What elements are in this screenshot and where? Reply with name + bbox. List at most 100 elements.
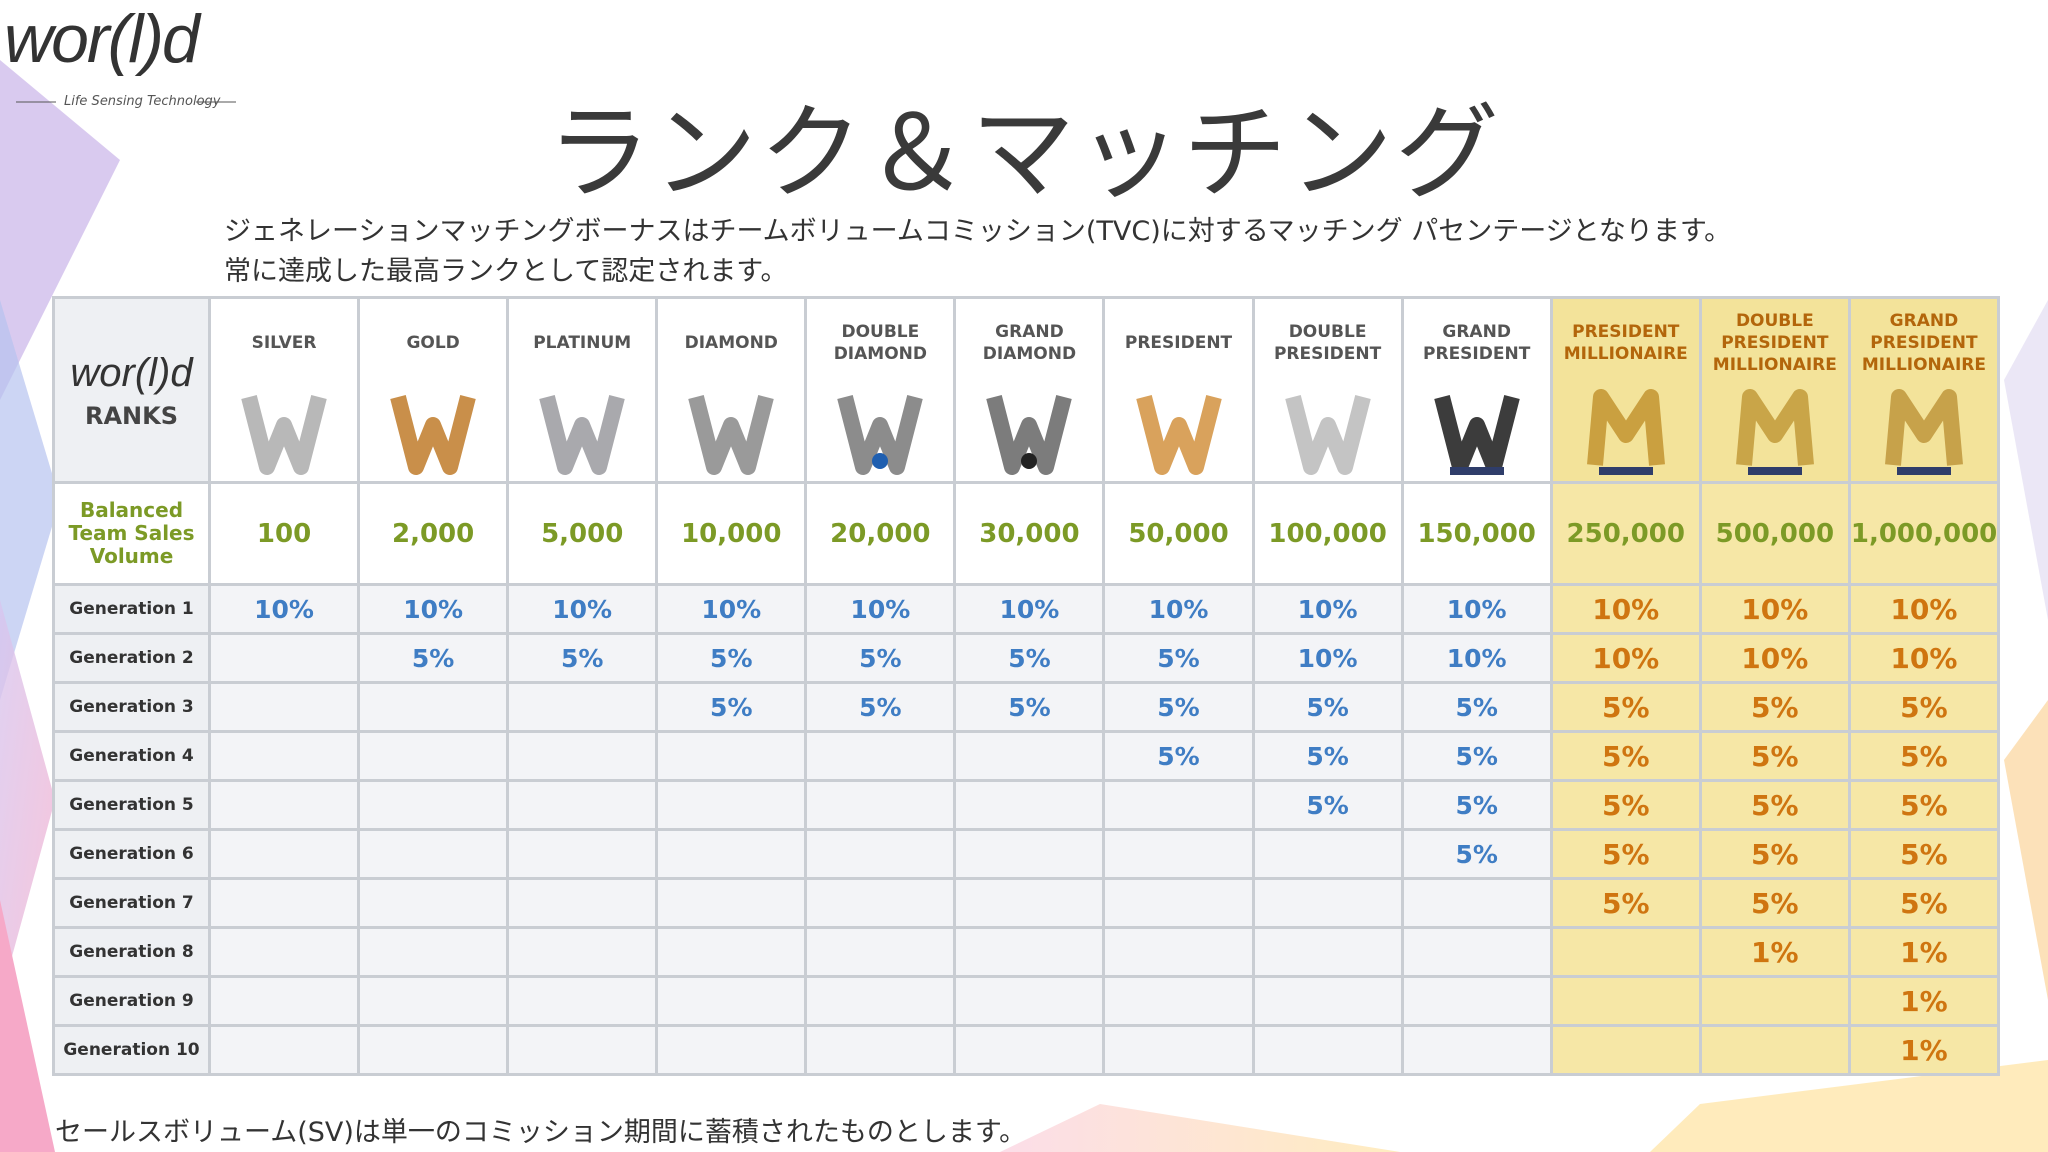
generation-row: Generation 8 1% 1%: [52, 926, 2001, 978]
generation-label: Generation 4: [52, 730, 211, 782]
logo-wordmark: wor(l)d: [4, 1, 200, 77]
empty-cell: [207, 779, 361, 831]
empty-cell: [1251, 975, 1404, 1027]
empty-cell: [357, 926, 510, 978]
generation-row: Generation 4 5% 5% 5% 5% 5% 5%: [52, 730, 2001, 782]
percent-cell: 10%: [1400, 632, 1553, 684]
empty-cell: [655, 779, 808, 831]
percent-cell: 10%: [804, 583, 957, 635]
rank-icon: [986, 395, 1073, 475]
percent-cell: 5%: [1549, 681, 1702, 733]
generation-label: Generation 10: [52, 1024, 211, 1076]
volume-cell: 100: [207, 481, 361, 586]
empty-cell: [804, 926, 957, 978]
percent-cell: 5%: [1549, 828, 1702, 880]
corner-cell: wor(l)d RANKS: [52, 296, 211, 484]
empty-cell: [655, 975, 808, 1027]
generation-row: Generation 2 5% 5% 5% 5% 5% 5% 10% 10% 10% 10% 10%: [52, 632, 2001, 684]
rank-icon: [1586, 389, 1665, 475]
empty-cell: [506, 779, 659, 831]
rank-name: DIAMOND: [684, 333, 778, 353]
empty-cell: [1102, 779, 1255, 831]
percent-cell: 10%: [1251, 632, 1404, 684]
percent-cell: 5%: [1549, 779, 1702, 831]
volume-cell: 1,000,000: [1847, 481, 2001, 586]
percent-cell: 5%: [1847, 681, 2001, 733]
percent-cell: 5%: [1847, 828, 2001, 880]
volume-label: Balanced Team Sales Volume: [52, 481, 211, 586]
empty-cell: [655, 877, 808, 929]
empty-cell: [357, 730, 510, 782]
rank-name: PRESIDENT MILLIONAIRE: [1563, 322, 1688, 364]
footnote: セールスボリューム(SV)は単一のコミッション期間に蓄積されたものとします。: [55, 1117, 1027, 1148]
rank-header: PLATINUM: [506, 296, 659, 484]
percent-cell: 10%: [207, 583, 361, 635]
percent-cell: 5%: [1549, 730, 1702, 782]
rank-icon: [1735, 389, 1814, 475]
empty-cell: [953, 779, 1106, 831]
generation-label: Generation 8: [52, 926, 211, 978]
logo-tagline: Life Sensing Technology: [64, 94, 221, 109]
percent-cell: 10%: [1698, 632, 1851, 684]
percent-cell: 10%: [1549, 632, 1702, 684]
generation-label: Generation 7: [52, 877, 211, 929]
empty-cell: [804, 975, 957, 1027]
rank-icon: [1884, 389, 1963, 475]
percent-cell: 10%: [357, 583, 510, 635]
generation-row: Generation 10 1%: [52, 1024, 2001, 1076]
rank-icon: [1135, 395, 1222, 475]
percent-cell: 5%: [655, 681, 808, 733]
percent-cell: 5%: [1400, 681, 1553, 733]
volume-cell: 20,000: [804, 481, 957, 586]
rank-header: GRAND PRESIDENT MILLIONAIRE: [1847, 296, 2001, 484]
empty-cell: [506, 877, 659, 929]
generation-row: Generation 1 10% 10% 10% 10% 10% 10% 10% 10% 10% 1…: [52, 583, 2001, 635]
percent-cell: 5%: [1102, 632, 1255, 684]
rank-header: DOUBLE DIAMOND: [804, 296, 957, 484]
percent-cell: 5%: [804, 632, 957, 684]
percent-cell: 1%: [1847, 975, 2001, 1027]
percent-cell: 5%: [1698, 730, 1851, 782]
percent-cell: 10%: [1549, 583, 1702, 635]
rank-icon: [1433, 395, 1520, 475]
percent-cell: 10%: [953, 583, 1106, 635]
rank-name: GRAND DIAMOND: [982, 322, 1077, 364]
empty-cell: [506, 828, 659, 880]
empty-cell: [1400, 877, 1553, 929]
empty-cell: [953, 730, 1106, 782]
generation-label: Generation 9: [52, 975, 211, 1027]
percent-cell: 5%: [1549, 877, 1702, 929]
empty-cell: [357, 681, 510, 733]
rank-table: wor(l)d RANKS SILVER GOLD PLATINUM DIAMOND DOU…: [52, 296, 2001, 1076]
percent-cell: 5%: [1102, 681, 1255, 733]
percent-cell: 5%: [804, 681, 957, 733]
rank-icon: [390, 395, 476, 475]
rank-name: PRESIDENT: [1124, 333, 1233, 353]
empty-cell: [357, 779, 510, 831]
empty-cell: [506, 926, 659, 978]
rank-header: GOLD: [357, 296, 510, 484]
empty-cell: [1549, 975, 1702, 1027]
empty-cell: [207, 681, 361, 733]
empty-cell: [953, 828, 1106, 880]
percent-cell: 5%: [1251, 681, 1404, 733]
empty-cell: [1400, 975, 1553, 1027]
empty-cell: [1251, 1024, 1404, 1076]
percent-cell: 5%: [655, 632, 808, 684]
empty-cell: [953, 975, 1106, 1027]
generation-row: Generation 5 5% 5% 5% 5% 5%: [52, 779, 2001, 831]
empty-cell: [1102, 926, 1255, 978]
percent-cell: 5%: [1251, 779, 1404, 831]
empty-cell: [804, 877, 957, 929]
percent-cell: 10%: [1400, 583, 1553, 635]
empty-cell: [804, 779, 957, 831]
percent-cell: 5%: [1400, 779, 1553, 831]
percent-cell: 5%: [1698, 877, 1851, 929]
empty-cell: [1251, 877, 1404, 929]
rank-header: DOUBLE PRESIDENT MILLIONAIRE: [1698, 296, 1851, 484]
percent-cell: 5%: [1102, 730, 1255, 782]
empty-cell: [506, 1024, 659, 1076]
volume-cell: 30,000: [953, 481, 1106, 586]
percent-cell: 5%: [1847, 877, 2001, 929]
generation-row: Generation 3 5% 5% 5% 5% 5% 5% 5% 5% 5%: [52, 681, 2001, 733]
